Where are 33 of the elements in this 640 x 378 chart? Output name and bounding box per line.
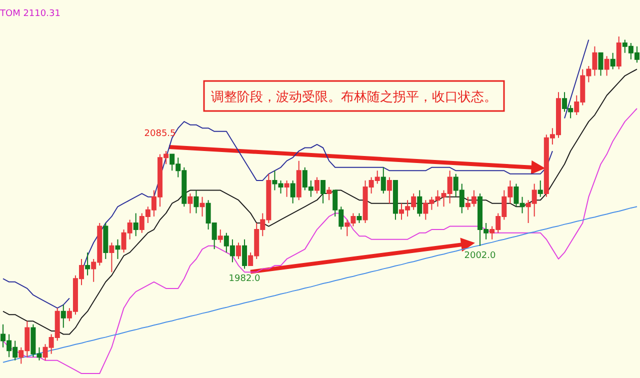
candlestick: [598, 52, 604, 76]
candlestick: [242, 238, 248, 270]
candlestick: [115, 238, 120, 260]
candlestick: [194, 190, 199, 214]
candlestick: [188, 193, 193, 214]
candlestick: [386, 176, 392, 204]
candlestick: [320, 180, 326, 204]
candlestick: [604, 56, 610, 76]
candlestick: [314, 176, 320, 194]
candlestick: [356, 212, 362, 224]
candlestick: [60, 304, 66, 328]
candlestick: [380, 166, 386, 194]
candlestick: [296, 160, 302, 201]
candlestick: [103, 222, 108, 260]
candlestick: [236, 242, 241, 260]
annotation: 2002.0: [464, 250, 496, 261]
candlestick: [326, 186, 332, 201]
annotation: 2085.5: [144, 129, 176, 140]
text: TOM 2110.31: [0, 9, 60, 19]
annotation: 调整阶段，波动受限。布林随之拐平，收口状态。: [211, 90, 497, 105]
candlestick: [218, 229, 223, 244]
candlestick: [616, 36, 622, 70]
annotation: 1982.0: [228, 274, 261, 284]
candlestick: [392, 180, 398, 220]
candlestick: [417, 190, 422, 217]
candlestick: [284, 180, 290, 198]
candlestick: [610, 52, 616, 70]
candlestick: [109, 242, 114, 273]
candlestick: [200, 196, 205, 217]
candlestick: [133, 212, 138, 237]
candlestick: [290, 180, 296, 204]
candlestick: [538, 180, 543, 198]
candlestick: [85, 252, 90, 276]
